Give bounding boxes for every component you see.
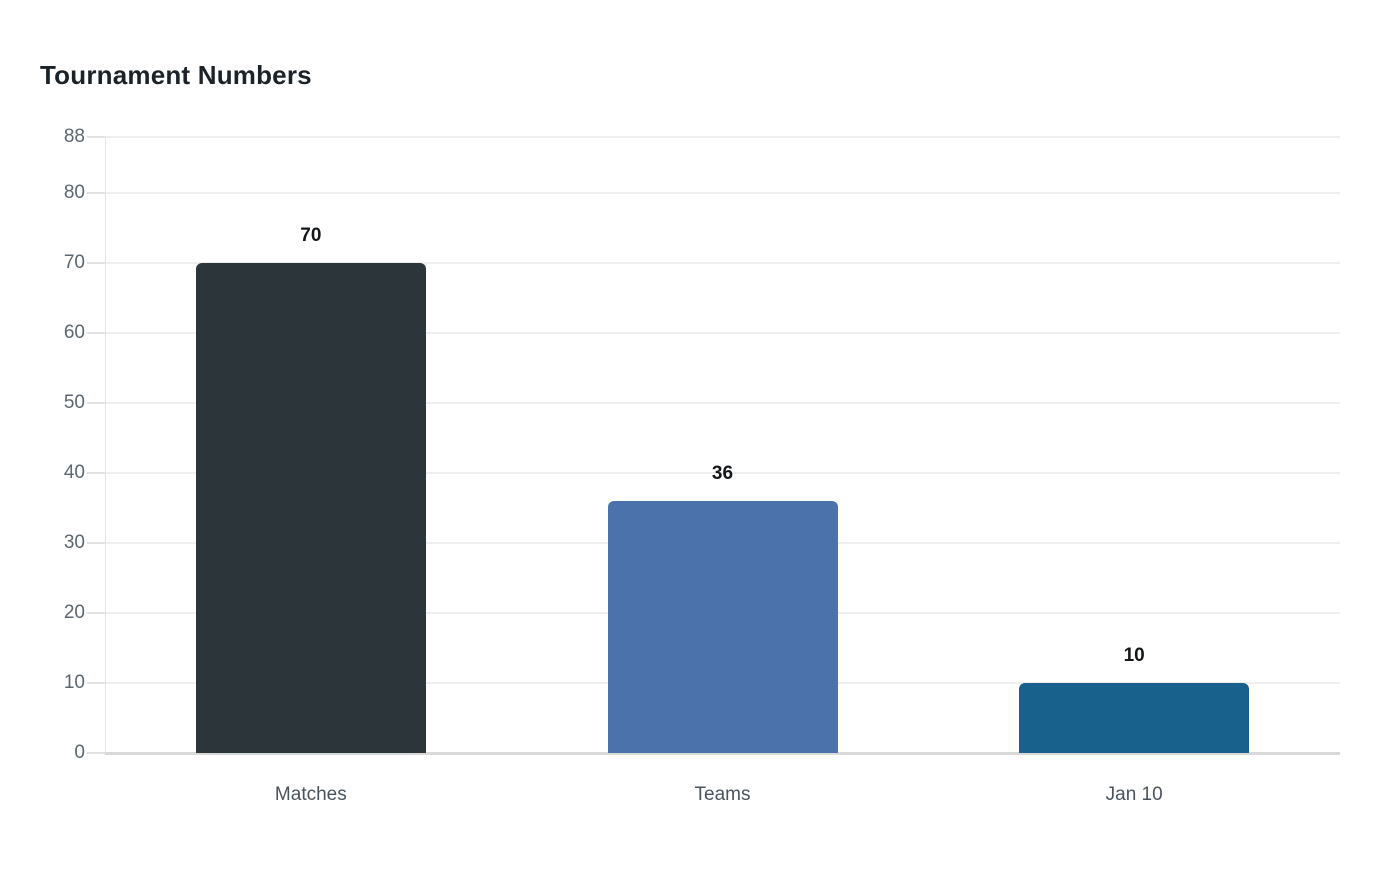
y-tick-mark	[87, 752, 105, 754]
gridline	[105, 472, 1340, 474]
chart-title: Tournament Numbers	[40, 60, 312, 90]
bar-jan-10	[1019, 683, 1250, 753]
bar-value-label: 70	[300, 225, 322, 246]
x-tick-label: Jan 10	[1105, 784, 1163, 805]
y-tick-mark	[87, 542, 105, 544]
x-tick-label: Matches	[274, 784, 347, 805]
gridline	[105, 262, 1340, 264]
y-tick-label: 50	[63, 392, 85, 413]
bar-value-label: 36	[711, 463, 734, 484]
x-axis-baseline	[105, 752, 1340, 755]
y-tick-mark	[87, 402, 105, 404]
gridline	[105, 192, 1340, 194]
y-tick-label: 10	[63, 672, 85, 693]
y-tick-label: 88	[63, 126, 85, 147]
y-tick-label: 60	[63, 322, 85, 343]
y-tick-label: 70	[63, 252, 85, 273]
y-tick-label: 20	[63, 602, 85, 623]
y-tick-label: 80	[63, 182, 85, 203]
y-tick-label: 30	[63, 532, 85, 553]
gridline	[105, 136, 1340, 138]
y-tick-mark	[87, 682, 105, 684]
bar-teams	[607, 501, 838, 753]
y-tick-mark	[87, 136, 105, 138]
y-tick-mark	[87, 192, 105, 194]
gridline	[105, 402, 1340, 404]
y-tick-mark	[87, 472, 105, 474]
bar-matches	[195, 263, 426, 753]
x-tick-label: Teams	[694, 784, 751, 805]
gridline	[105, 332, 1340, 334]
y-tick-mark	[87, 332, 105, 334]
y-tick-label: 40	[63, 462, 85, 483]
bar-value-label: 10	[1123, 645, 1145, 666]
y-tick-mark	[87, 612, 105, 614]
y-tick-label: 0	[74, 742, 85, 763]
y-axis-line	[105, 137, 106, 753]
y-tick-mark	[87, 262, 105, 264]
